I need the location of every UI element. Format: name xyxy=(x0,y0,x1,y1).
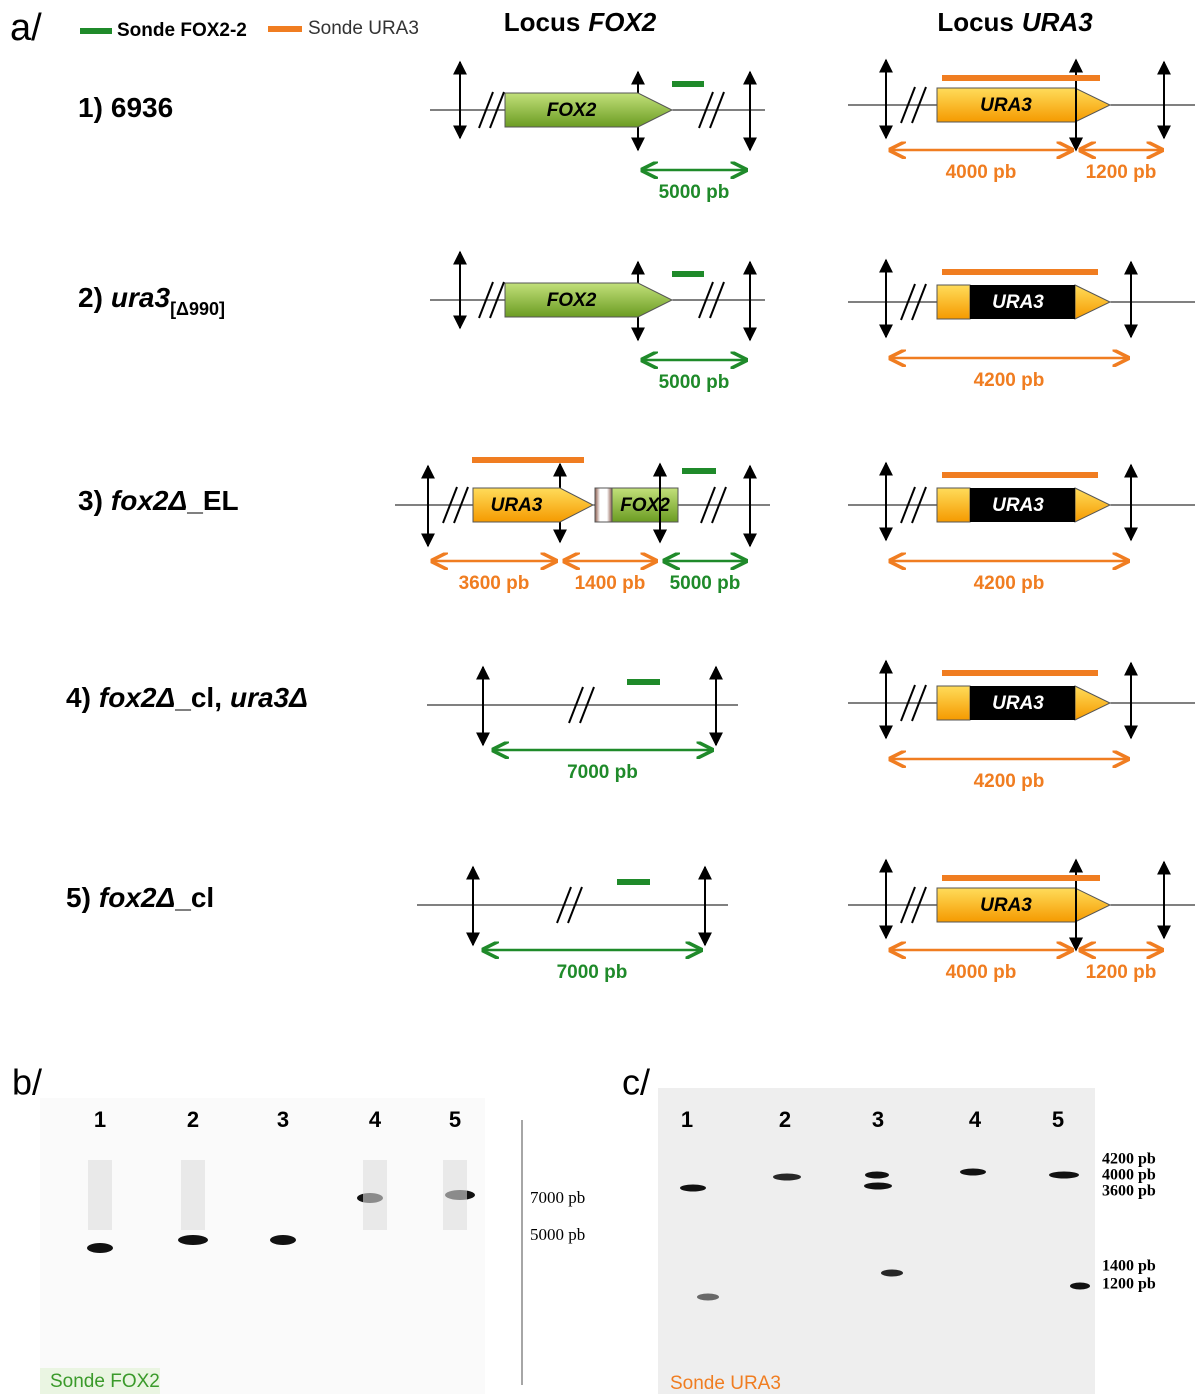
probe-label: Sonde FOX2 xyxy=(50,1371,160,1392)
strain-name: fox2Δ xyxy=(99,682,175,713)
gene-label: URA3 xyxy=(980,895,1032,916)
fragment-size: 5000 pb xyxy=(670,573,741,594)
gene-label: URA3 xyxy=(992,292,1044,313)
fragment-size: 1200 pb xyxy=(1086,162,1157,183)
strain-number: 1) xyxy=(78,92,103,123)
locus-prefix: Locus xyxy=(937,7,1014,37)
lane-number: 4 xyxy=(969,1107,982,1132)
locus-header: Locus URA3 xyxy=(937,7,1093,37)
gene xyxy=(1075,285,1110,319)
gel-band xyxy=(773,1174,801,1181)
panel-label: b/ xyxy=(12,1062,42,1103)
panel-label: c/ xyxy=(622,1062,650,1103)
fragment-size: 4200 pb xyxy=(974,771,1045,792)
lane-number: 3 xyxy=(872,1107,884,1132)
cassette-scar xyxy=(595,488,612,522)
strain-number: 4) xyxy=(66,682,91,713)
gel-band xyxy=(1049,1172,1079,1179)
fragment-size: 1400 pb xyxy=(575,573,646,594)
figure: a/Sonde FOX2-2Sonde URA3LocusFOX2LocusUR… xyxy=(0,0,1195,1394)
lane-number: 4 xyxy=(369,1107,382,1132)
lane-number: 3 xyxy=(277,1107,289,1132)
gene-label: URA3 xyxy=(980,95,1032,116)
strain-name: ura3 xyxy=(111,282,171,313)
fragment-size: 4000 pb xyxy=(946,162,1017,183)
gel-band xyxy=(87,1243,113,1253)
fragment-size: 7000 pb xyxy=(557,962,628,983)
gel-band xyxy=(680,1185,706,1192)
strain-label: 1) 6936 xyxy=(78,92,173,123)
gene xyxy=(1075,488,1110,522)
strain-name: ura3Δ xyxy=(230,682,308,713)
legend-label: Sonde URA3 xyxy=(308,18,419,39)
size-marker: 4000 pb xyxy=(1102,1167,1156,1184)
locus-gene: FOX2 xyxy=(588,7,656,37)
fragment-size: 5000 pb xyxy=(659,372,730,393)
strain-label: 5) fox2Δ_cl xyxy=(66,882,214,913)
strain-label: 3) fox2Δ_EL xyxy=(78,485,239,516)
gene-label: URA3 xyxy=(992,495,1044,516)
gel-band xyxy=(865,1172,889,1179)
strain-name: _cl xyxy=(174,882,214,913)
gel-smear xyxy=(88,1160,112,1230)
lane-number: 1 xyxy=(94,1107,106,1132)
fragment-size: 4200 pb xyxy=(974,370,1045,391)
gene-label: URA3 xyxy=(992,693,1044,714)
size-marker: 1400 pb xyxy=(1102,1258,1156,1275)
gene xyxy=(1075,686,1110,720)
strain-number: 5) xyxy=(66,882,91,913)
size-marker: 3600 pb xyxy=(1102,1183,1156,1200)
fragment-size: 1200 pb xyxy=(1086,962,1157,983)
lane-number: 2 xyxy=(779,1107,791,1132)
strain-name: [Δ990] xyxy=(170,299,225,319)
strain-number: 2) xyxy=(78,282,103,313)
gel-band xyxy=(1070,1283,1090,1290)
locus-gene: URA3 xyxy=(1022,7,1093,37)
gel-smear xyxy=(181,1160,205,1230)
locus-prefix: Locus xyxy=(504,7,581,37)
fragment-size: 7000 pb xyxy=(567,762,638,783)
gel-band xyxy=(881,1270,903,1277)
strain-name: _EL xyxy=(186,485,238,516)
size-marker: 1200 pb xyxy=(1102,1276,1156,1293)
gel-band xyxy=(960,1169,986,1176)
size-marker: 4200 pb xyxy=(1102,1151,1156,1168)
lane-number: 5 xyxy=(1052,1107,1064,1132)
panel-label: a/ xyxy=(10,7,42,49)
lane-number: 1 xyxy=(681,1107,693,1132)
gel-smear xyxy=(443,1160,467,1230)
gene-label: FOX2 xyxy=(620,495,670,516)
gel-c xyxy=(658,1088,1095,1394)
gene xyxy=(937,686,970,720)
gel-band xyxy=(864,1183,892,1190)
fragment-size: 3600 pb xyxy=(459,573,530,594)
gel-band xyxy=(178,1235,208,1245)
gene xyxy=(937,488,970,522)
fragment-size: 4000 pb xyxy=(946,962,1017,983)
legend-label: Sonde FOX2-2 xyxy=(117,20,247,41)
strain-label: 2) ura3[Δ990] xyxy=(78,282,225,318)
strain-number: 3) xyxy=(78,485,103,516)
gel-band xyxy=(270,1235,296,1245)
probe-label: Sonde URA3 xyxy=(670,1373,781,1394)
gel-smear xyxy=(363,1160,387,1230)
fragment-size: 5000 pb xyxy=(659,182,730,203)
strain-name: fox2Δ xyxy=(111,485,187,516)
gene-label: URA3 xyxy=(491,495,543,516)
gene-label: FOX2 xyxy=(547,100,597,121)
gene xyxy=(937,285,970,319)
strain-name: 6936 xyxy=(111,92,173,123)
size-marker: 7000 pb xyxy=(530,1188,585,1207)
fragment-size: 4200 pb xyxy=(974,573,1045,594)
strain-label: 4) fox2Δ_cl, ura3Δ xyxy=(66,682,308,713)
gene-label: FOX2 xyxy=(547,290,597,311)
lane-number: 5 xyxy=(449,1107,461,1132)
lane-number: 2 xyxy=(187,1107,199,1132)
gel-band xyxy=(697,1294,719,1301)
size-marker: 5000 pb xyxy=(530,1225,585,1244)
strain-name: _cl, xyxy=(174,682,222,713)
strain-name: fox2Δ xyxy=(99,882,175,913)
